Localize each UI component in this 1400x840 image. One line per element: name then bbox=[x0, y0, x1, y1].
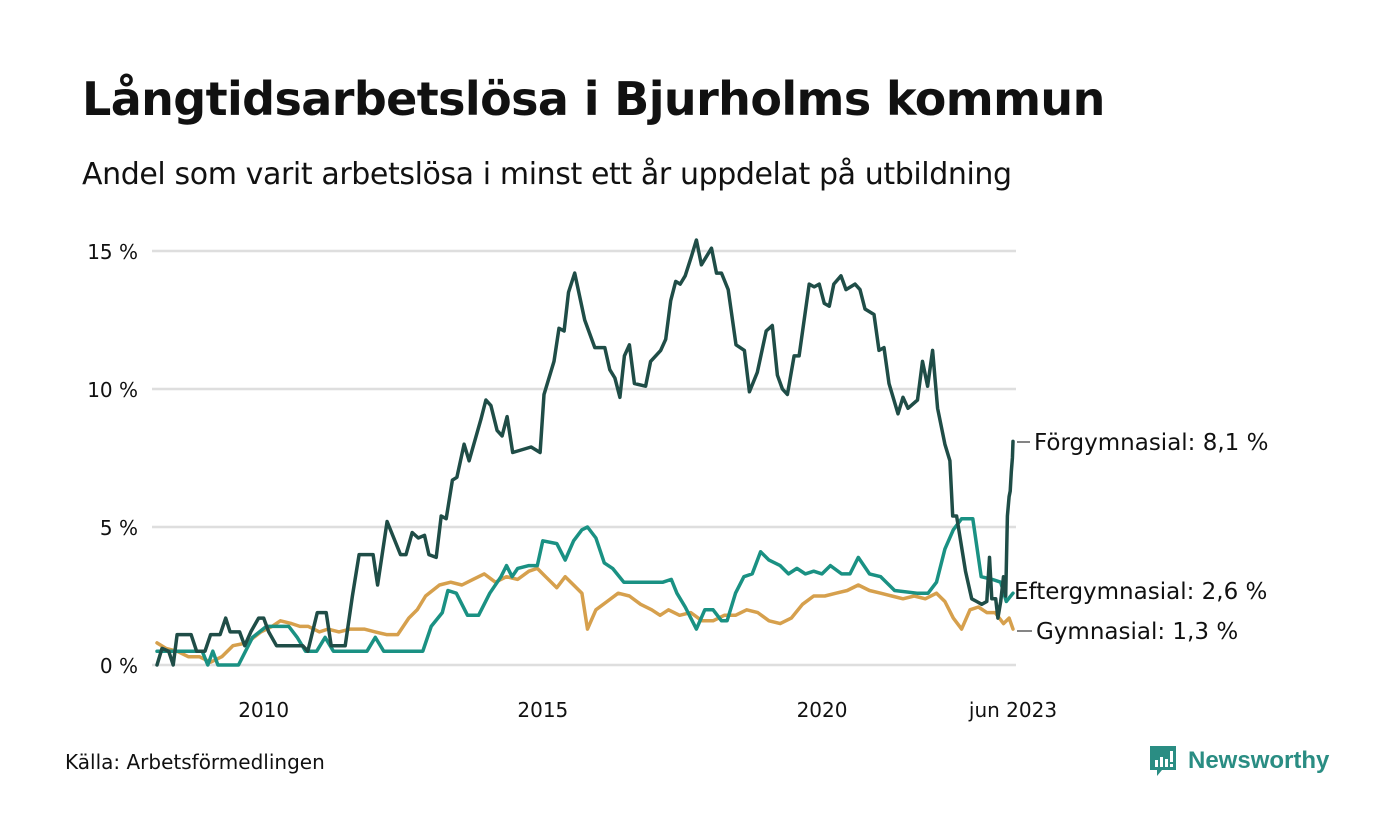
series-line bbox=[155, 238, 1015, 667]
y-tick-label: 0 % bbox=[100, 654, 138, 678]
y-tick-label: 10 % bbox=[87, 378, 138, 402]
series-end-label: Förgymnasial: 8,1 % bbox=[1034, 430, 1268, 456]
brand-logo: Newsworthy bbox=[1148, 744, 1329, 778]
y-tick-label: 15 % bbox=[87, 240, 138, 264]
x-tick-label: 2020 bbox=[797, 698, 848, 722]
gridlines bbox=[152, 249, 1016, 667]
series-end-label: Gymnasial: 1,3 % bbox=[1036, 619, 1238, 645]
newsworthy-logo-icon bbox=[1150, 746, 1176, 776]
series-line bbox=[155, 566, 1015, 664]
x-tick-label: 2010 bbox=[238, 698, 289, 722]
brand-name: Newsworthy bbox=[1188, 747, 1330, 774]
series-lines bbox=[155, 238, 1015, 667]
source-note: Källa: Arbetsförmedlingen bbox=[65, 750, 325, 774]
chart-subtitle: Andel som varit arbetslösa i minst ett å… bbox=[82, 157, 1012, 192]
series-end-label: Eftergymnasial: 2,6 % bbox=[1014, 579, 1267, 605]
y-tick-label: 5 % bbox=[100, 516, 138, 540]
series-line bbox=[155, 516, 1015, 667]
series-end-labels: Förgymnasial: 8,1 % Eftergymnasial: 2,6 %… bbox=[1014, 430, 1268, 645]
x-axis-ticks: 2010 2015 2020 jun 2023 bbox=[238, 698, 1057, 722]
y-axis-ticks: 0 % 5 % 10 % 15 % bbox=[87, 240, 138, 678]
x-tick-label: 2015 bbox=[517, 698, 568, 722]
chart-title: Långtidsarbetslösa i Bjurholms kommun bbox=[82, 72, 1105, 126]
x-tick-label: jun 2023 bbox=[968, 698, 1057, 722]
